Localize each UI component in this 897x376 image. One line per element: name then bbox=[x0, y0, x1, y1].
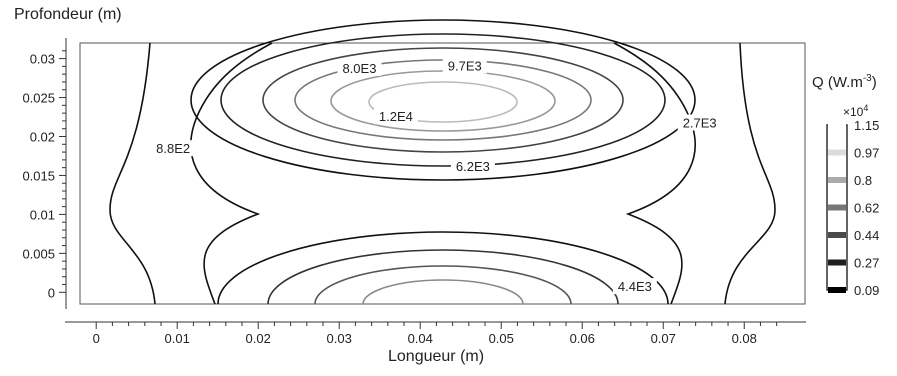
colorbar-tick-label: 0.44 bbox=[854, 228, 879, 243]
contour-label-bg bbox=[337, 59, 382, 76]
y-tick-label: 0.03 bbox=[30, 52, 55, 67]
contour-label: 4.4E3 bbox=[618, 279, 652, 294]
contour-label: 2.7E3 bbox=[683, 115, 717, 130]
plot-frame bbox=[79, 42, 806, 305]
contour-line bbox=[109, 42, 156, 305]
contour-line bbox=[362, 279, 524, 305]
colorbar-swatch bbox=[828, 122, 846, 128]
x-tick-label: 0.03 bbox=[327, 331, 352, 346]
contour-label: 6.2E3 bbox=[456, 159, 490, 174]
y-axis-title: Profondeur (m) bbox=[14, 6, 122, 23]
contour-line bbox=[190, 42, 273, 305]
contour-line bbox=[613, 42, 696, 305]
y-tick-label: 0.02 bbox=[30, 129, 55, 144]
colorbar-tick-label: 0.62 bbox=[854, 201, 879, 216]
colorbar-tick-label: 0.27 bbox=[854, 256, 879, 271]
colorbar-multiplier: ×104 bbox=[843, 103, 868, 119]
x-tick-label: 0.04 bbox=[408, 331, 433, 346]
colorbar-swatch bbox=[828, 259, 846, 266]
colorbar-tick-label: 1.15 bbox=[854, 118, 879, 133]
x-tick-label: 0.02 bbox=[246, 331, 271, 346]
contour-label-bg bbox=[450, 158, 495, 175]
colorbar-tick-label: 0.09 bbox=[854, 283, 879, 298]
colorbar-swatch bbox=[828, 232, 846, 238]
y-tick-label: 0 bbox=[48, 285, 55, 300]
contour-label-bg bbox=[151, 140, 196, 157]
contour-label-bg bbox=[677, 114, 722, 131]
colorbar-multiplier-base: ×10 bbox=[843, 105, 864, 119]
contour-label: 8.0E3 bbox=[342, 61, 376, 76]
y-tick-label: 0.005 bbox=[22, 246, 55, 261]
colorbar-swatch bbox=[828, 287, 846, 293]
colorbar-swatch bbox=[828, 149, 846, 156]
colorbar-swatch bbox=[828, 204, 846, 211]
x-axis-title: Longueur (m) bbox=[388, 348, 485, 365]
x-tick-label: 0.07 bbox=[651, 331, 676, 346]
contour-line bbox=[262, 47, 624, 153]
contour-line bbox=[267, 249, 619, 305]
x-tick-label: 0.06 bbox=[570, 331, 595, 346]
y-tick-label: 0.01 bbox=[30, 207, 55, 222]
y-tick-label: 0.025 bbox=[22, 91, 55, 106]
colorbar-tick-label: 0.8 bbox=[854, 173, 872, 188]
contour-line bbox=[217, 231, 669, 305]
contour-label-bg bbox=[373, 108, 418, 125]
contour-label: 8.8E2 bbox=[156, 141, 190, 156]
contour-line bbox=[368, 81, 518, 123]
contour-line bbox=[314, 265, 572, 305]
contour-line bbox=[190, 19, 696, 181]
contour-line bbox=[724, 42, 776, 305]
colorbar-swatch bbox=[828, 177, 846, 183]
x-tick-label: 0.05 bbox=[489, 331, 514, 346]
colorbar-title: Q (W.m-3) bbox=[812, 73, 877, 91]
x-tick-label: 0 bbox=[93, 331, 100, 346]
x-tick-label: 0.08 bbox=[732, 331, 757, 346]
colorbar-multiplier-exponent: 4 bbox=[863, 103, 869, 113]
contour-label: 9.7E3 bbox=[448, 59, 482, 74]
contour-label: 1.2E4 bbox=[379, 109, 413, 124]
plot-area: 8.0E3 9.7E3 1.2E4 2.7E3 8.8E2 6.2E3 4.4E3 0 0.01… bbox=[22, 19, 879, 346]
contour-label-bg bbox=[442, 57, 487, 74]
colorbar-tick-label: 0.97 bbox=[854, 146, 879, 161]
contour-label-bg bbox=[612, 278, 657, 295]
y-tick-label: 0.015 bbox=[22, 168, 55, 183]
x-tick-label: 0.01 bbox=[165, 331, 190, 346]
contour-line bbox=[220, 33, 666, 167]
